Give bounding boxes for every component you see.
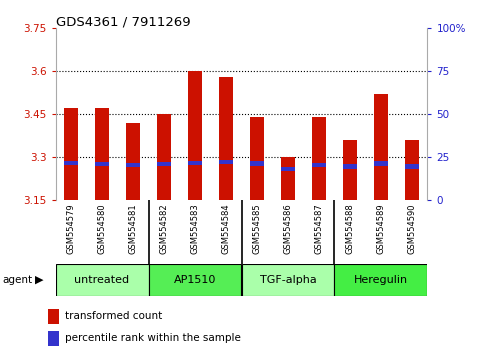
Bar [157, 114, 171, 200]
Bar [157, 162, 171, 166]
Bar [126, 163, 140, 167]
Text: GSM554588: GSM554588 [345, 203, 355, 254]
Text: GSM554590: GSM554590 [408, 203, 416, 254]
Text: GSM554582: GSM554582 [159, 203, 169, 254]
Text: GSM554581: GSM554581 [128, 203, 138, 254]
Bar [95, 162, 109, 166]
Bar [188, 71, 202, 200]
Bar [95, 108, 109, 200]
Bar [48, 331, 59, 346]
Text: GSM554586: GSM554586 [284, 203, 293, 254]
Text: Heregulin: Heregulin [354, 275, 408, 285]
Text: ▶: ▶ [35, 275, 43, 285]
Text: GSM554583: GSM554583 [190, 203, 199, 254]
Text: percentile rank within the sample: percentile rank within the sample [65, 333, 241, 343]
Text: untreated: untreated [74, 275, 129, 285]
Bar [343, 140, 357, 200]
Text: GSM554589: GSM554589 [376, 203, 385, 254]
Text: TGF-alpha: TGF-alpha [260, 275, 316, 285]
Bar [64, 161, 78, 165]
Bar [242, 264, 334, 296]
Bar [219, 160, 233, 164]
Bar [56, 264, 149, 296]
Bar [405, 164, 419, 169]
Bar [188, 161, 202, 165]
Text: GSM554587: GSM554587 [314, 203, 324, 254]
Bar [64, 108, 78, 200]
Text: GSM554585: GSM554585 [253, 203, 261, 254]
Bar [281, 157, 295, 200]
Text: AP1510: AP1510 [174, 275, 216, 285]
Text: GSM554580: GSM554580 [98, 203, 107, 254]
Bar [126, 123, 140, 200]
Bar [405, 140, 419, 200]
Text: transformed count: transformed count [65, 312, 163, 321]
Bar [374, 94, 388, 200]
Bar [250, 117, 264, 200]
Bar [374, 161, 388, 166]
Text: GDS4361 / 7911269: GDS4361 / 7911269 [56, 16, 190, 29]
Bar [312, 117, 326, 200]
Bar [219, 77, 233, 200]
Bar [343, 164, 357, 169]
Bar [48, 309, 59, 324]
Bar [334, 264, 427, 296]
Bar [149, 264, 242, 296]
Bar [312, 163, 326, 167]
Text: GSM554584: GSM554584 [222, 203, 230, 254]
Text: GSM554579: GSM554579 [67, 203, 75, 254]
Bar [281, 166, 295, 171]
Text: agent: agent [2, 275, 32, 285]
Bar [250, 161, 264, 166]
